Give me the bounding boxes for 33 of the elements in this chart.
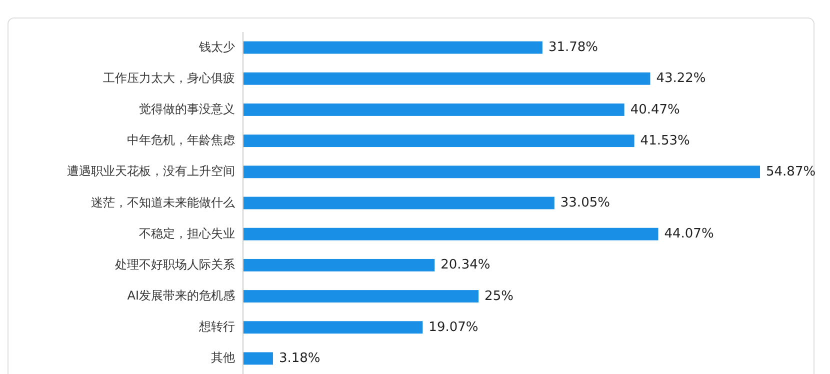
data-label: 31.78% [548,40,598,56]
y-tick-label: 不稳定，担心失业 [139,226,235,240]
bar [243,196,554,210]
y-tick-label: AI发展带来的危机感 [127,288,235,303]
data-label: 40.47% [630,102,680,118]
bar [243,104,624,116]
data-label: 41.53% [640,133,690,148]
bar [243,321,423,334]
data-label: 3.18% [278,351,320,366]
y-tick-label: 工作压力太大，身心俱疲 [103,70,235,85]
bar [243,134,634,148]
y-tick-label: 处理不好职场人际关系 [115,257,235,272]
data-label: 44.07% [664,226,714,242]
bar [243,228,658,240]
bar [243,41,542,54]
bar [243,290,479,302]
data-label: 19.07% [428,320,478,335]
data-label: 54.87% [766,164,816,180]
y-tick-label: 中年危机，年龄焦虑 [127,133,235,148]
y-tick-label: 觉得做的事没意义 [139,102,235,116]
data-label: 20.34% [440,258,490,273]
data-label: 33.05% [560,196,610,211]
y-tick-label: 钱太少 [198,40,235,54]
bar [243,258,435,272]
bar [243,352,273,365]
bar [243,72,650,85]
data-label: 25% [484,288,514,304]
y-tick-label: 迷茫，不知道未来能做什么 [91,195,235,210]
y-tick-label: 想转行 [198,320,235,334]
y-tick-label: 遭遇职业天花板，没有上升空间 [67,164,235,178]
bar [243,166,760,178]
y-tick-label: 其他 [211,350,235,365]
data-label: 43.22% [656,71,706,86]
